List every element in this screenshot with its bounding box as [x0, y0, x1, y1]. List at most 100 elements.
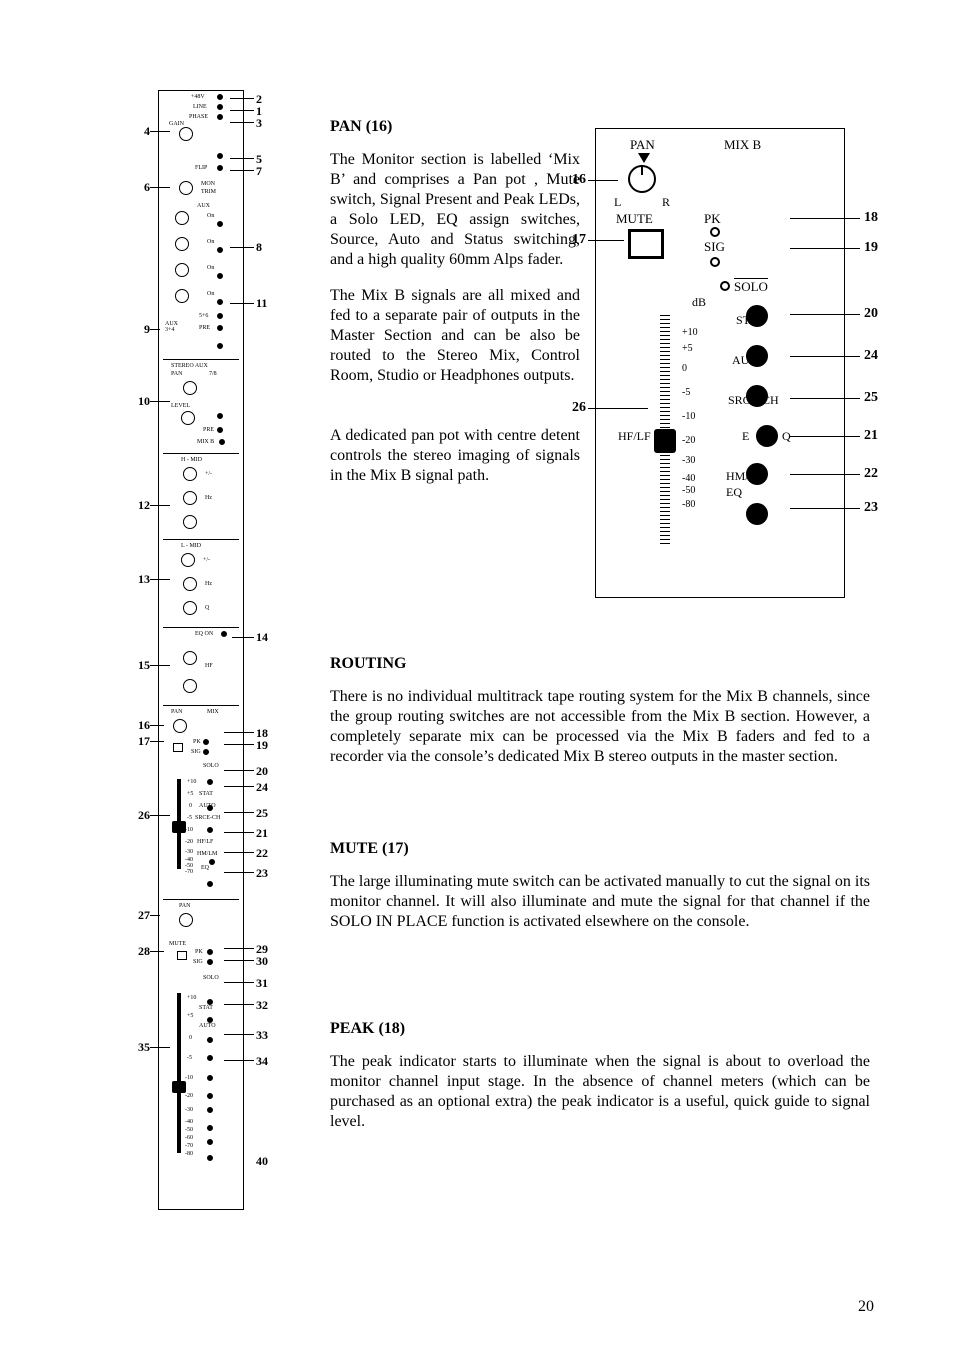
pn-20: 20	[864, 306, 878, 322]
mf-m30: -30	[185, 849, 193, 855]
sc-m5: -5	[682, 387, 690, 398]
strip-num-15: 15	[120, 658, 150, 673]
strip-num-17: 17	[120, 734, 150, 749]
knob-montrim[interactable]	[179, 181, 193, 195]
knob-lm3[interactable]	[183, 601, 197, 615]
knob-stereopan[interactable]	[183, 381, 197, 395]
label-phase: PHASE	[189, 114, 208, 120]
eq-switch[interactable]	[756, 425, 778, 447]
mf2-d10	[207, 1155, 213, 1161]
mute-para: The large illuminating mute switch can b…	[330, 872, 870, 932]
knob-gain[interactable]	[179, 127, 193, 141]
sig-led	[710, 257, 720, 267]
label-hz2: Hz	[205, 581, 212, 587]
label-mixb-sm: MIX B	[197, 439, 214, 445]
label-gain: GAIN	[169, 121, 184, 127]
pan-knob[interactable]	[628, 165, 656, 193]
strip-num-27: 27	[120, 908, 150, 923]
label-on2: On	[207, 239, 214, 245]
mf2-d3	[207, 1037, 213, 1043]
panel-auto-label: AUTO	[732, 353, 765, 368]
sn-8: 8	[256, 240, 262, 255]
knob-hf2[interactable]	[183, 679, 197, 693]
eq-assign-switch[interactable]	[746, 503, 768, 525]
mute2-box[interactable]	[177, 951, 187, 960]
mf2-m80: -80	[185, 1151, 193, 1157]
sn-14: 14	[256, 630, 268, 645]
panel-pk-label: PK	[704, 211, 721, 227]
mf-d3	[207, 827, 213, 833]
knob-lm2[interactable]	[183, 577, 197, 591]
mf-d5	[207, 881, 213, 887]
dot-56	[217, 313, 223, 319]
dot-a4	[217, 299, 223, 305]
label-78: 7/8	[209, 371, 217, 377]
knob-aux4[interactable]	[175, 289, 189, 303]
label-mix1: MIX	[207, 709, 219, 715]
mf-srce: SRCE-CH	[195, 815, 220, 821]
knob-hm1[interactable]	[183, 467, 197, 481]
strip-num-35: 35	[120, 1040, 150, 1055]
section-mute: MUTE (17) The large illuminating mute sw…	[330, 840, 870, 932]
mf2-p5: +5	[187, 1013, 193, 1019]
knob-hm3[interactable]	[183, 515, 197, 529]
mf-d1	[207, 779, 213, 785]
mf2-stat: STAT	[199, 1005, 213, 1011]
sn-19: 19	[256, 738, 268, 753]
mf-m10: -10	[185, 827, 193, 833]
strip-num-12: 12	[120, 498, 150, 513]
dot-sig2	[207, 959, 213, 965]
mf2-d7	[207, 1107, 213, 1113]
strip-divider-4	[163, 627, 239, 628]
mf-auto: AUTO	[199, 803, 216, 809]
label-mon: MON	[201, 181, 215, 187]
label-trim: TRIM	[201, 189, 216, 195]
mute-mini[interactable]	[173, 743, 183, 752]
knob-level[interactable]	[181, 411, 195, 425]
mini-fader-knob-1[interactable]	[172, 821, 186, 833]
mf2-m70: -70	[185, 1143, 193, 1149]
triangle-icon	[638, 153, 650, 163]
panel-hmlm-label: HM/LM	[726, 469, 767, 484]
routing-heading: ROUTING	[330, 655, 870, 673]
label-pm1: +/-	[205, 471, 212, 477]
knob-aux1[interactable]	[175, 211, 189, 225]
mf2-d8	[207, 1125, 213, 1131]
sc-m40: -40	[682, 473, 695, 484]
sn-25: 25	[256, 806, 268, 821]
sn-11: 11	[256, 296, 267, 311]
knob-aux3[interactable]	[175, 263, 189, 277]
sn-21: 21	[256, 826, 268, 841]
panel-hflf-label: HF/LF	[618, 429, 651, 444]
knob-hf1[interactable]	[183, 651, 197, 665]
mf-hmlm: HM/LM	[197, 851, 217, 857]
label-line: LINE	[193, 104, 207, 110]
sn-7: 7	[256, 164, 262, 179]
knob-aux2[interactable]	[175, 237, 189, 251]
sc-m80: -80	[682, 499, 695, 510]
label-hmid: H - MID	[181, 457, 202, 463]
knob-hm2[interactable]	[183, 491, 197, 505]
led-line	[217, 104, 223, 110]
dot-sig-sm	[203, 749, 209, 755]
knob-pan2[interactable]	[179, 913, 193, 927]
mute-switch[interactable]	[628, 229, 664, 259]
mf2-m60: -60	[185, 1135, 193, 1141]
pn-19: 19	[864, 240, 878, 256]
mf-p10: +10	[187, 779, 196, 785]
sc-m30: -30	[682, 455, 695, 466]
mf-m70: -70	[185, 869, 193, 875]
label-48v: +48V	[191, 94, 205, 100]
knob-pan-mixb[interactable]	[173, 719, 187, 733]
routing-para: There is no individual multitrack tape r…	[330, 687, 870, 767]
pn-25: 25	[864, 390, 878, 406]
fader-knob[interactable]	[654, 429, 676, 453]
mf2-d5	[207, 1075, 213, 1081]
mini-fader-knob-2[interactable]	[172, 1081, 186, 1093]
strip-divider-1	[163, 359, 239, 360]
panel-srce-label: SRCE-CH	[728, 393, 779, 408]
monitor-panel: PAN MIX B L R MUTE PK SIG SOLO dB STAT A…	[595, 128, 845, 598]
label-q: Q	[205, 605, 209, 611]
knob-lm1[interactable]	[181, 553, 195, 567]
dot-extra	[217, 343, 223, 349]
